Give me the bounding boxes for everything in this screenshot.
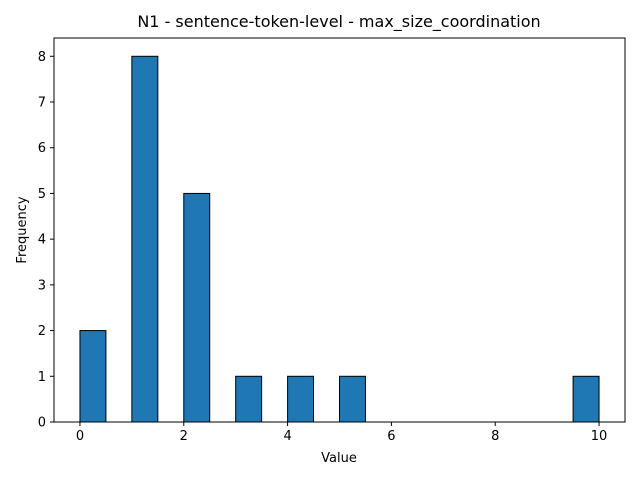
x-tick-label: 8 <box>491 429 499 444</box>
y-tick-label: 6 <box>38 141 46 156</box>
y-tick-label: 7 <box>38 96 46 111</box>
y-tick-label: 0 <box>38 416 46 431</box>
x-tick-label: 4 <box>283 429 291 444</box>
y-tick-label: 3 <box>38 278 46 293</box>
histogram-bar-5 <box>339 375 366 423</box>
y-tick-label: 4 <box>38 233 46 248</box>
y-axis-ticks: 0 1 2 3 4 5 6 7 8 <box>38 50 54 431</box>
y-tick-label: 2 <box>38 324 46 339</box>
histogram-bar-1 <box>131 55 159 423</box>
y-axis-label: Frequency <box>15 196 30 263</box>
x-tick-label: 6 <box>387 429 395 444</box>
histogram-bar-6 <box>572 375 600 423</box>
histogram-bar-2 <box>183 192 211 423</box>
plot-frame <box>53 37 626 423</box>
chart-title: N1 - sentence-token-level - max_size_coo… <box>137 12 540 32</box>
histogram-bar-3 <box>235 375 263 423</box>
y-tick-label: 8 <box>38 50 46 65</box>
x-axis-label: Value <box>321 451 357 466</box>
histogram-bar-0 <box>79 330 107 423</box>
y-tick-label: 5 <box>38 187 46 202</box>
x-tick-label: 10 <box>591 429 608 444</box>
histogram-bar-4 <box>287 375 315 423</box>
y-tick-label: 1 <box>38 370 46 385</box>
bars-group <box>79 55 600 423</box>
x-tick-label: 0 <box>76 429 84 444</box>
x-axis-ticks: 0 2 4 6 8 10 <box>76 422 608 444</box>
x-tick-label: 2 <box>180 429 188 444</box>
